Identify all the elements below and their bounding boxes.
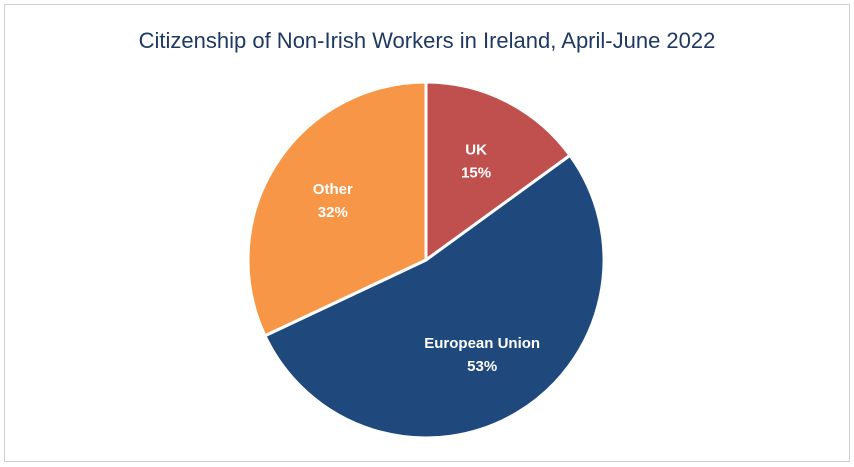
slice-value-label: 15% bbox=[461, 165, 491, 182]
slice-value-label: 32% bbox=[318, 204, 348, 221]
chart-title: Citizenship of Non-Irish Workers in Irel… bbox=[139, 28, 716, 53]
slice-label: European Union bbox=[424, 335, 540, 352]
pie-slice bbox=[246, 80, 428, 338]
pie-slice bbox=[262, 153, 606, 440]
slice-value-label: 53% bbox=[467, 358, 497, 375]
pie-slice bbox=[424, 80, 573, 263]
slice-label: Other bbox=[313, 181, 353, 198]
slice-label: UK bbox=[465, 142, 487, 159]
